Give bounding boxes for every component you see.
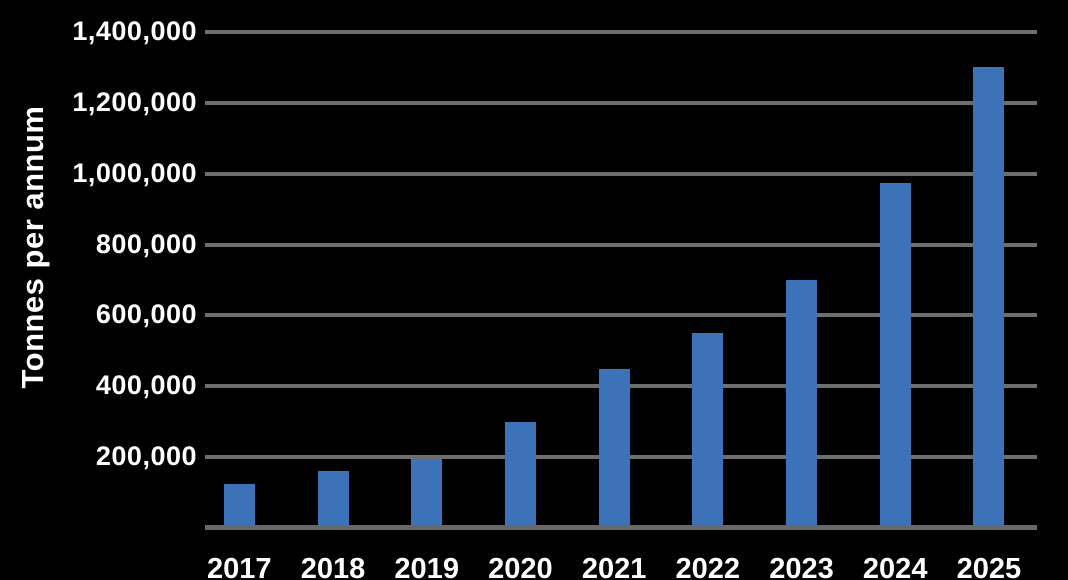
bar-2025 — [973, 67, 1005, 528]
x-tick-label: 2024 — [862, 553, 928, 580]
gridline — [205, 242, 1037, 247]
bar-2020 — [504, 421, 536, 528]
gridline — [205, 100, 1037, 105]
bar-2021 — [598, 368, 630, 528]
bar-2017 — [223, 483, 255, 528]
bar-2023 — [786, 280, 817, 528]
y-tick-label: 1,000,000 — [72, 157, 197, 188]
bar-2018 — [317, 471, 349, 528]
bar-2019 — [411, 458, 443, 528]
bar-2022 — [692, 333, 724, 528]
gridline — [205, 313, 1037, 318]
x-axis-line — [205, 525, 1037, 530]
y-tick-label: 400,000 — [95, 370, 197, 401]
gridline — [205, 30, 1037, 34]
y-axis-title: Tonnes per annum — [15, 105, 50, 389]
x-tick-label: 2025 — [956, 553, 1022, 580]
y-tick-label: 800,000 — [95, 228, 197, 259]
plot-area — [205, 0, 1037, 580]
x-tick-label: 2022 — [675, 553, 741, 580]
x-tick-label: 2017 — [207, 553, 272, 580]
x-tick-label: 2019 — [394, 553, 459, 580]
y-tick-label: 200,000 — [95, 441, 197, 472]
bar-2024 — [879, 182, 911, 528]
y-tick-label: 1,200,000 — [72, 86, 197, 117]
x-tick-label: 2021 — [581, 553, 647, 580]
x-tick-label: 2020 — [488, 553, 553, 580]
x-tick-label: 2018 — [300, 553, 366, 580]
x-tick-label: 2023 — [769, 553, 834, 580]
gridline — [205, 171, 1037, 176]
y-tick-label: 1,400,000 — [72, 15, 197, 46]
y-tick-label: 600,000 — [95, 299, 197, 330]
